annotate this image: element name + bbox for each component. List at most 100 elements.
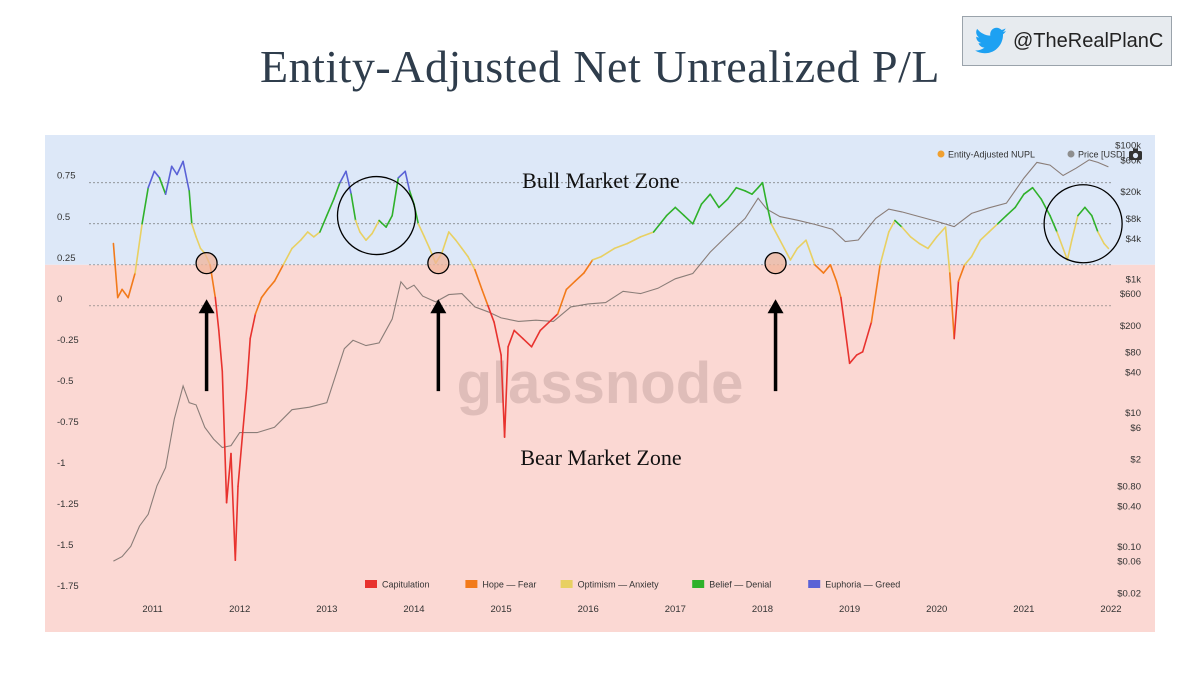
nupl-segment (241, 387, 248, 438)
x-tick-label: 2015 (491, 604, 512, 615)
nupl-segment (691, 203, 703, 225)
right-tick-label: $0.10 (1117, 542, 1141, 553)
x-tick-label: 2011 (142, 604, 162, 615)
nupl-segment (1097, 231, 1105, 245)
nupl-segment (855, 351, 864, 356)
twitter-handle-text: @TheRealPlanC (1013, 29, 1164, 52)
nupl-segment (835, 280, 842, 299)
annotation-circles (195, 175, 1123, 275)
nupl-segment (417, 223, 426, 238)
right-tick-label: $0.06 (1117, 557, 1141, 568)
nupl-segment (1077, 206, 1086, 217)
price-series (113, 159, 1109, 562)
nupl-segment (709, 193, 720, 209)
nupl-segment (182, 160, 190, 192)
nupl-segment (1056, 231, 1064, 250)
legend-bottom: Capitulation Hope — Fear Optimism — Anxiet… (365, 580, 900, 590)
bear-zone-background (45, 264, 1155, 632)
nupl-chart: glassnode Bull Market Zone Bear Market Z… (45, 135, 1155, 632)
nupl-segment (176, 160, 184, 176)
nupl-segment (134, 223, 143, 274)
nupl-segment (522, 337, 533, 348)
arrow-head (198, 299, 215, 314)
nupl-segment (1014, 193, 1025, 209)
nupl-segment (1071, 214, 1079, 241)
nupl-segment (1031, 186, 1043, 200)
nupl-segment (170, 165, 178, 176)
right-tick-label: $600 (1120, 289, 1141, 300)
bull-zone-background (45, 135, 1155, 265)
legend-top: Entity-Adjusted NUPL Price [USD] (937, 150, 1125, 160)
nupl-segment (191, 223, 197, 238)
nupl-segment (783, 247, 792, 261)
x-tick-label: 2012 (229, 604, 250, 615)
nupl-segment (805, 239, 816, 266)
nupl-segment (700, 193, 712, 205)
legend-bottom-label: Hope — Fear (482, 580, 536, 590)
twitter-handle-badge: @TheRealPlanC (962, 16, 1172, 66)
nupl-segment (988, 223, 999, 233)
nupl-segment (530, 329, 542, 348)
price-line (113, 159, 1109, 562)
right-tick-label: $80 (1125, 348, 1141, 359)
nupl-segment (796, 239, 807, 250)
camera-icon[interactable] (1129, 148, 1142, 161)
nupl-segment (214, 296, 220, 332)
nupl-segment (1062, 247, 1069, 261)
x-tick-label: 2022 (1100, 604, 1121, 615)
nupl-segment (345, 170, 353, 196)
legend-bottom-swatch (465, 580, 478, 588)
left-tick-label: -0.5 (57, 376, 73, 387)
nupl-segment (158, 176, 167, 196)
right-tick-label: $40 (1125, 368, 1141, 379)
nupl-segment (306, 231, 315, 238)
nupl-segment (1084, 206, 1093, 217)
legend-bottom-swatch (560, 580, 573, 588)
highlight-ellipse (336, 175, 417, 256)
nupl-segment (761, 181, 768, 205)
nupl-segment (744, 190, 753, 196)
nupl-segment (447, 231, 457, 241)
nupl-segment (487, 305, 495, 323)
nupl-segment (503, 346, 509, 438)
highlight-circle (195, 252, 218, 275)
nupl-segment (291, 239, 302, 250)
nupl-segment (1066, 239, 1073, 261)
x-tick-label: 2013 (316, 604, 337, 615)
nupl-segment (600, 247, 616, 258)
nupl-segment (230, 452, 237, 562)
nupl-segment (245, 337, 251, 389)
nupl-segment (195, 236, 202, 250)
legend-bottom-swatch (808, 580, 821, 588)
legend-top-marker (937, 150, 945, 158)
nupl-segment (147, 170, 156, 189)
nupl-segment (674, 206, 685, 217)
nupl-segment (927, 236, 938, 250)
legend-bottom-swatch (692, 580, 705, 588)
nupl-segment (127, 272, 136, 299)
nupl-segment (944, 226, 951, 274)
nupl-segment (957, 264, 966, 282)
legend-bottom-label: Optimism — Anxiety (578, 580, 660, 590)
left-tick-label: -1.5 (57, 540, 73, 551)
right-axis: $100k $60k $20k $8k $4k $1k $600 $200 $80 $40 $10 $… (1115, 141, 1141, 600)
nupl-segment (423, 236, 431, 250)
x-tick-label: 2016 (578, 604, 599, 615)
nupl-segment (548, 313, 559, 323)
left-tick-label: 0 (57, 294, 62, 305)
nupl-segment (319, 214, 328, 233)
x-tick-label: 2021 (1013, 604, 1034, 615)
nupl-segment (777, 236, 786, 250)
nupl-segment (894, 219, 903, 228)
nupl-segment (735, 186, 746, 192)
right-tick-label: $60k (1120, 155, 1141, 166)
nupl-segment (848, 354, 858, 365)
nupl-segment (254, 296, 263, 315)
nupl-segment (726, 186, 738, 200)
nupl-segment (141, 186, 149, 225)
nupl-segment (556, 288, 568, 315)
nupl-segment (870, 264, 881, 323)
nupl-segment (935, 226, 947, 238)
nupl-segment (879, 231, 890, 266)
nupl-segment (218, 329, 224, 373)
